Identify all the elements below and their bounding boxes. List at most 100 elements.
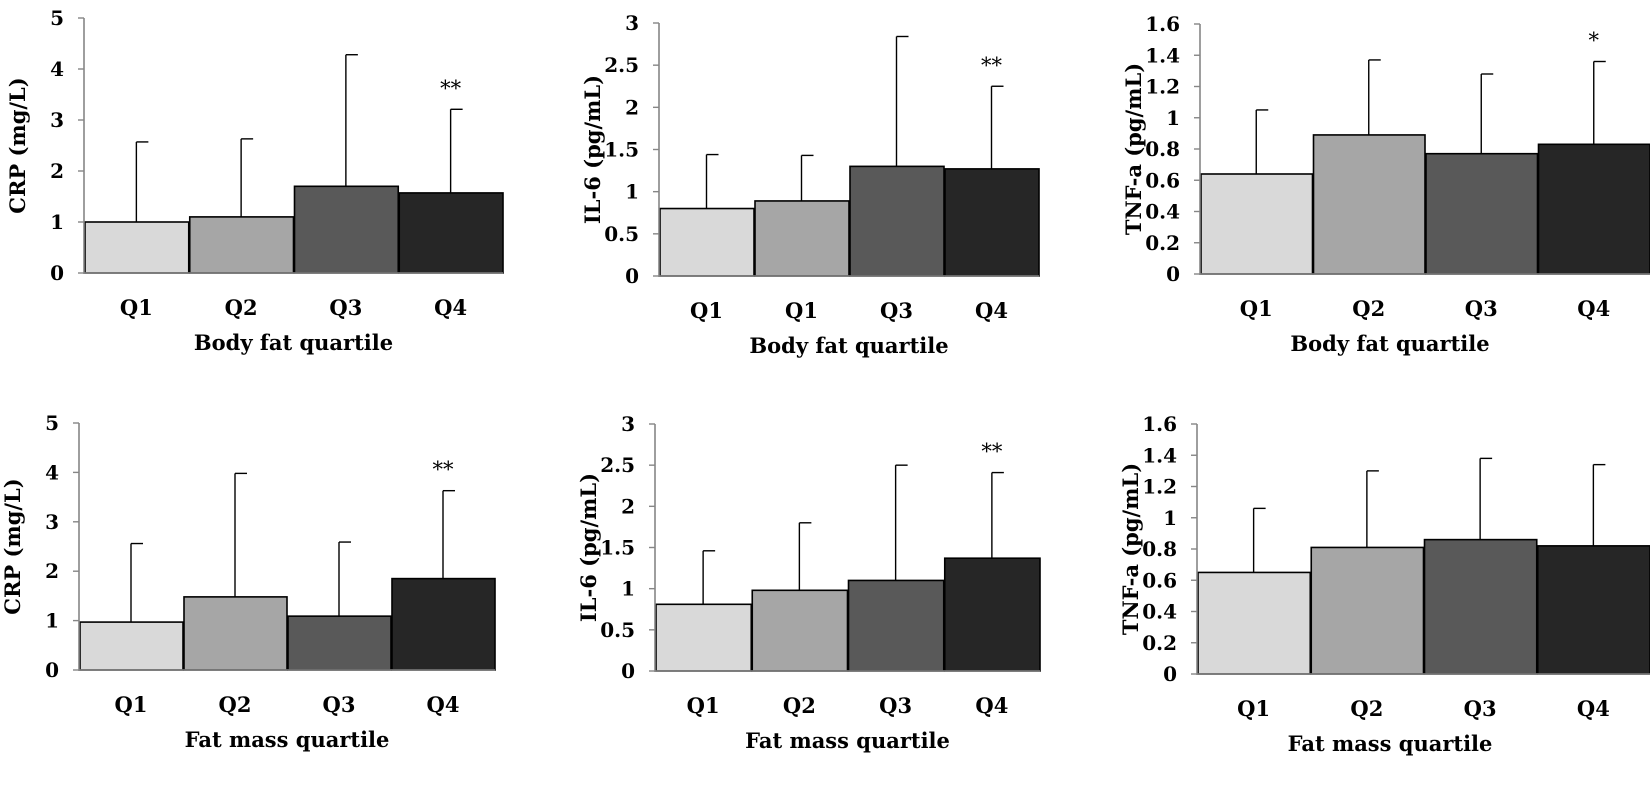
x-tick-label: Q4 [434,295,467,320]
y-tick-label: 2 [50,159,64,183]
x-tick-label: Q1 [690,298,723,323]
y-tick-label: 4 [50,57,64,81]
y-tick-label: 0.5 [600,618,635,642]
y-tick-label: 1 [1163,506,1177,530]
y-tick-label: 0.2 [1142,631,1177,655]
x-axis-title: Fat mass quartile [185,727,390,752]
y-tick-label: 4 [45,460,59,484]
y-tick-label: 0.8 [1142,537,1177,561]
y-axis-title: TNF-a (pg/mL) [1121,63,1146,235]
y-tick-label: 1 [1166,106,1180,130]
significance-annotation: ** [981,440,1003,464]
bar-q1-1 [655,603,753,672]
x-tick-label: Q3 [879,693,912,718]
x-axis-title: Body fat quartile [1290,331,1489,356]
significance-annotation: ** [440,76,462,100]
y-tick-label: 1.5 [600,536,635,560]
y-tick-label: 0.6 [1145,168,1180,192]
y-tick-label: 1 [45,609,59,633]
x-tick-label: Q2 [225,295,258,320]
y-tick-label: 1.6 [1145,12,1180,36]
bar-q4-4 [1536,545,1650,675]
y-tick-label: 0 [45,658,59,682]
x-tick-label: Q4 [975,693,1008,718]
x-tick-label: Q1 [115,692,148,717]
significance-annotation: * [1589,29,1600,53]
bar-q4-4 [391,577,496,671]
x-tick-label: Q1 [120,295,153,320]
x-tick-label: Q2 [783,693,816,718]
y-tick-label: 0 [1166,262,1180,286]
y-tick-label: 2 [45,559,59,583]
y-axis-title: IL-6 (pg/mL) [576,473,601,622]
chart-panel-6: 0 0.2 0.4 0.6 0.8 1 1.2 1.4 1.6 Q1 Q2 Q3 Q4 Fat mass … [1118,412,1650,756]
chart-panel-1: 0 1 2 3 4 5 Q1 Q2 Q3 Q4 ** Body fat quartile CRP (mg… [5,6,504,355]
bar-q4-4 [1537,143,1650,275]
x-tick-label: Q3 [323,692,356,717]
bar-q3-3 [1423,538,1538,675]
bar-q4-4 [398,192,504,274]
y-axis-title: CRP (mg/L) [0,478,25,614]
y-tick-label: 2 [621,494,635,518]
bar-q1-1 [84,221,190,274]
bar-q3-3 [849,165,945,277]
x-tick-label: Q1 [785,298,818,323]
bar-q1-1 [659,207,755,277]
y-tick-label: 1.4 [1142,443,1177,467]
x-tick-label: Q3 [880,298,913,323]
y-tick-label: 3 [625,11,639,35]
y-tick-label: 0.8 [1145,137,1180,161]
bar-q2-2 [751,589,849,672]
x-tick-label: Q4 [1577,296,1610,321]
chart-panel-2: 0 0.5 1 1.5 2 2.5 3 Q1 Q1 Q3 Q4 ** Body fat quartile… [580,11,1040,358]
y-tick-label: 2 [625,95,639,119]
x-tick-label: Q1 [687,693,720,718]
chart-panel-4: 0 1 2 3 4 5 Q1 Q2 Q3 Q4 ** Fat mass quartile CRP (mg… [0,411,496,752]
x-tick-label: Q2 [1352,296,1385,321]
x-axis-title: Body fat quartile [194,330,393,355]
y-axis-title: IL-6 (pg/mL) [580,75,605,224]
y-tick-label: 1 [621,577,635,601]
x-axis-title: Body fat quartile [749,333,948,358]
y-tick-label: 3 [50,108,64,132]
y-tick-label: 2.5 [600,453,635,477]
y-tick-label: 1.2 [1142,475,1177,499]
x-axis-title: Fat mass quartile [745,728,950,753]
bar-q3-3 [847,579,945,672]
x-tick-label: Q4 [1577,696,1610,721]
x-tick-label: Q2 [1350,696,1383,721]
y-tick-label: 0 [621,659,635,683]
y-axis-title: CRP (mg/L) [5,77,30,213]
y-tick-label: 1.5 [604,138,639,162]
y-axis-title: TNF-a (pg/mL) [1118,463,1143,635]
chart-panel-3: 0 0.2 0.4 0.6 0.8 1 1.2 1.4 1.6 Q1 Q2 Q3 Q4 * Body fat… [1121,12,1650,356]
y-tick-label: 3 [621,412,635,436]
significance-annotation: ** [981,53,1003,77]
bar-q4-4 [944,168,1040,277]
bar-q1-1 [79,621,184,671]
y-tick-label: 1 [50,210,64,234]
bar-q2-2 [1310,546,1425,675]
x-tick-label: Q3 [1465,296,1498,321]
y-tick-label: 0 [625,264,639,288]
x-tick-label: Q4 [427,692,460,717]
bar-q1-2 [754,200,850,277]
y-tick-label: 3 [45,510,59,534]
x-axis-title: Fat mass quartile [1288,731,1493,756]
bar-q3-3 [293,185,400,274]
y-tick-label: 0.4 [1145,200,1180,224]
y-tick-label: 0 [50,261,64,285]
x-tick-label: Q4 [975,298,1008,323]
bar-q3-3 [287,615,392,671]
bar-q1-1 [1197,571,1312,675]
y-tick-label: 1 [625,180,639,204]
y-tick-label: 0.2 [1145,231,1180,255]
y-tick-label: 5 [45,411,59,435]
bar-q2-2 [188,216,295,274]
y-tick-label: 0.4 [1142,600,1177,624]
bar-q2-2 [1312,134,1426,275]
y-tick-label: 2.5 [604,53,639,77]
significance-annotation: ** [433,458,455,482]
bar-q1-1 [1200,173,1314,275]
